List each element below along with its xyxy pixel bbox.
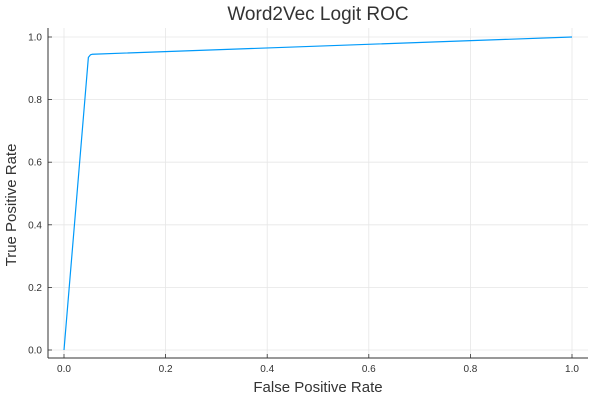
- y-tick-label: 0.6: [28, 158, 42, 169]
- chart-title: Word2Vec Logit ROC: [227, 4, 408, 25]
- x-tick-label: 0.6: [362, 364, 376, 375]
- x-tick-label: 0.2: [159, 364, 173, 375]
- y-tick-label: 0.8: [28, 95, 42, 106]
- series-layer: [63, 36, 573, 351]
- grid: [48, 28, 588, 358]
- x-tick-label: 0.0: [57, 364, 71, 375]
- y-tick-label: 0.2: [28, 283, 42, 294]
- axes: [47, 28, 588, 359]
- roc-curve-line: [63, 36, 573, 351]
- y-tick-label: 1.0: [28, 33, 42, 44]
- y-tick-label: 0.4: [28, 220, 42, 231]
- x-axis-label: False Positive Rate: [253, 379, 382, 396]
- y-tick-label: 0.0: [28, 346, 42, 357]
- tick-labels: 0.0 0.2 0.4 0.6 0.8 1.0 0.0 0.2 0.4 0.6 0.8 1.0: [28, 33, 579, 376]
- x-tick-label: 0.4: [260, 364, 274, 375]
- x-tick-label: 0.8: [463, 364, 477, 375]
- y-axis-label: True Positive Rate: [3, 144, 20, 267]
- x-tick-label: 1.0: [565, 364, 579, 375]
